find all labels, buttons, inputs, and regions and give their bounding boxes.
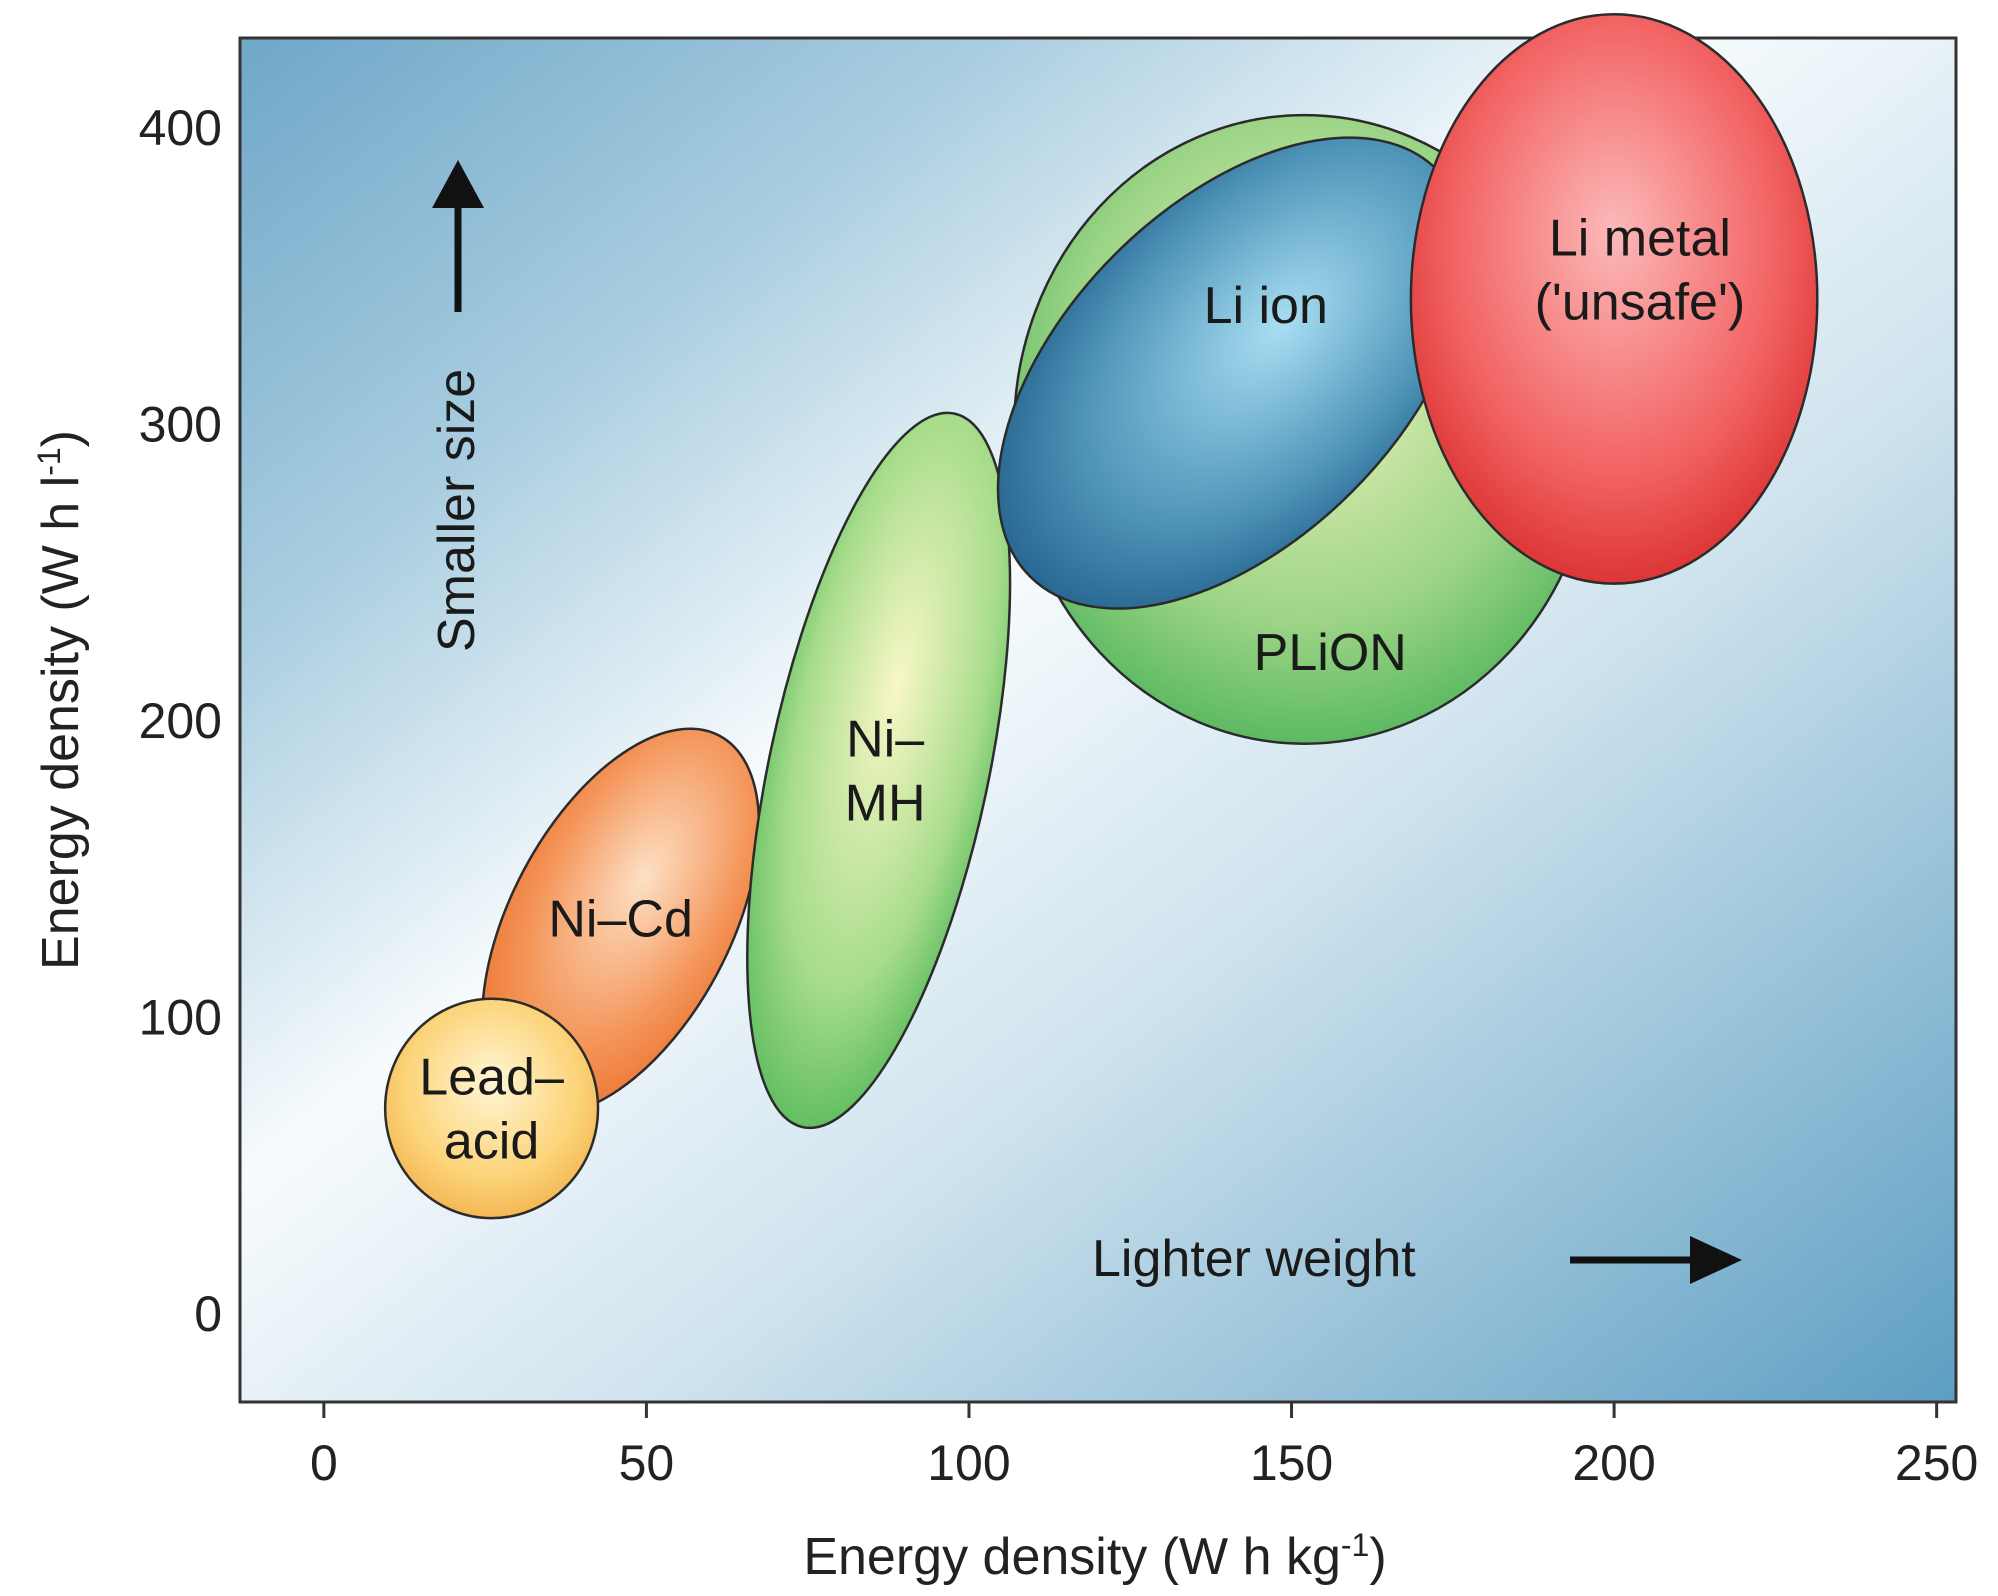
- region-label: Ni–Cd: [548, 891, 693, 949]
- x-axis-label: Energy density (W h kg-1): [803, 1527, 1386, 1586]
- x-tick-label: 250: [1895, 1435, 1978, 1491]
- region-ellipse: [383, 997, 600, 1220]
- lighter-weight-label: Lighter weight: [1092, 1230, 1416, 1288]
- region-lead-acid: Lead– acid: [383, 997, 600, 1220]
- smaller-size-annotation: Smaller size: [428, 160, 486, 652]
- y-tick-label: 200: [139, 693, 222, 749]
- region-label: Ni–: [846, 710, 924, 768]
- x-tick-label: 50: [619, 1435, 675, 1491]
- lighter-weight-annotation: Lighter weight: [1092, 1230, 1742, 1288]
- region-li-ion: Li ion: [996, 136, 1471, 610]
- x-tick-label: 0: [310, 1435, 338, 1491]
- x-tick-label: 150: [1250, 1435, 1333, 1491]
- region-label: Li metal: [1549, 209, 1731, 267]
- y-axis-label-superscript: -1: [31, 447, 67, 475]
- y-tick-label: 400: [139, 100, 222, 156]
- region-ellipse: [1409, 13, 1819, 585]
- y-tick-label: 100: [139, 990, 222, 1046]
- region-label: MH: [845, 774, 926, 832]
- region-ni-mh: Ni– MH: [746, 411, 1012, 1130]
- region-label: PLiON: [1254, 624, 1407, 682]
- x-tick-label: 200: [1572, 1435, 1655, 1491]
- region-ellipse: [746, 411, 1012, 1130]
- region-label: acid: [444, 1112, 539, 1170]
- smaller-size-arrowhead: [432, 160, 484, 208]
- region-label: Li ion: [1204, 277, 1328, 335]
- x-axis-label-superscript: -1: [1341, 1527, 1369, 1563]
- region-label: ('unsafe'): [1535, 273, 1746, 331]
- x-tick-label: 100: [927, 1435, 1010, 1491]
- y-tick-label: 0: [194, 1286, 222, 1342]
- x-axis-ticks: 0 50 100 150 200 250: [310, 1402, 1978, 1491]
- smaller-size-label: Smaller size: [428, 369, 486, 652]
- region-label: Lead–: [419, 1048, 564, 1106]
- region-li-metal-unsafe: Li metal ('unsafe'): [1409, 13, 1819, 585]
- battery-regions: Ni–Cd Lead– acid Ni– MH PLiON Li ion Li metal ('…: [383, 13, 1819, 1220]
- y-tick-label: 300: [139, 396, 222, 452]
- lighter-weight-arrowhead: [1690, 1236, 1742, 1284]
- y-axis-label: Energy density (W h l-1): [31, 430, 90, 970]
- y-axis-ticks: 0 100 200 300 400: [139, 100, 222, 1342]
